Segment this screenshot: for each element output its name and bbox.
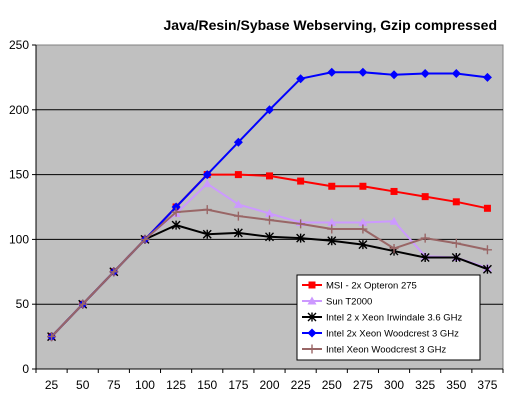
data-point <box>452 198 460 206</box>
data-point <box>202 229 212 239</box>
legend-item: Intel Xeon Woodcrest 3 GHz <box>302 344 446 356</box>
data-point <box>202 179 212 188</box>
data-point <box>328 182 336 190</box>
data-point <box>389 243 399 253</box>
x-tick-label: 175 <box>228 378 248 392</box>
data-point <box>421 193 429 201</box>
x-tick-label: 200 <box>259 378 279 392</box>
x-tick-label: 375 <box>477 378 497 392</box>
data-point <box>202 170 212 180</box>
x-tick-label: 225 <box>291 378 311 392</box>
x-tick-label: 350 <box>446 378 466 392</box>
legend-label: Sun T2000 <box>326 297 372 308</box>
legend-box <box>296 274 481 361</box>
data-point <box>233 228 243 238</box>
legend: MSI - 2x Opteron 275 Sun T2000 Intel 2 x X… <box>296 274 481 361</box>
x-tick-label: 275 <box>353 378 373 392</box>
data-point <box>327 218 337 227</box>
y-tick-label: 200 <box>9 103 29 117</box>
data-point <box>296 74 306 84</box>
legend-label: Intel 2x Xeon Woodcrest 3 GHz <box>326 329 459 340</box>
data-point <box>171 220 181 230</box>
legend-item: Sun T2000 <box>302 296 372 308</box>
data-point <box>266 172 273 180</box>
legend-item: Intel 2x Xeon Woodcrest 3 GHz <box>302 328 459 340</box>
data-point <box>327 236 337 246</box>
legend-label: Intel 2 x Xeon Irwindale 3.6 GHz <box>326 313 462 324</box>
data-point <box>265 215 274 225</box>
data-point <box>265 208 274 217</box>
y-tick-label: 150 <box>9 168 29 182</box>
data-point <box>482 72 492 82</box>
x-tick-label: 25 <box>45 378 59 392</box>
x-tick-label: 125 <box>166 378 186 392</box>
data-point <box>171 202 181 212</box>
y-tick-label: 50 <box>16 297 30 311</box>
legend-marker <box>307 296 317 305</box>
data-point <box>451 69 461 79</box>
data-point <box>482 264 492 274</box>
legend-label: MSI - 2x Opteron 275 <box>326 281 417 292</box>
chart-title: Java/Resin/Sybase Webserving, Gzip compr… <box>163 17 497 33</box>
axes: 0 50 100 150 200 250 25 50 75 100 125 150 175 200 225 2… <box>9 38 504 392</box>
data-point <box>265 105 274 115</box>
legend-marker <box>307 344 317 354</box>
data-point <box>451 253 461 263</box>
data-point <box>483 204 491 212</box>
data-point <box>420 233 430 243</box>
x-tick-label: 50 <box>76 378 90 392</box>
x-tick-label: 300 <box>384 378 404 392</box>
data-point <box>171 207 181 217</box>
data-point <box>47 332 57 342</box>
data-point <box>358 224 368 234</box>
x-tick-label: 250 <box>322 378 342 392</box>
legend-label: Intel Xeon Woodcrest 3 GHz <box>326 345 446 356</box>
data-point <box>202 205 212 215</box>
x-tick-label: 75 <box>107 378 121 392</box>
data-point <box>140 234 150 244</box>
data-point <box>233 137 243 147</box>
legend-marker <box>308 281 316 289</box>
data-point <box>358 67 368 77</box>
data-point <box>389 216 399 225</box>
data-point <box>420 253 430 263</box>
data-point <box>420 69 430 79</box>
data-point <box>451 238 461 248</box>
data-point <box>296 233 306 243</box>
legend-marker <box>307 328 317 338</box>
data-point <box>327 67 337 77</box>
data-point <box>233 211 243 221</box>
x-tick-label: 150 <box>197 378 217 392</box>
data-point <box>78 299 88 309</box>
data-point <box>358 218 368 227</box>
data-point <box>359 182 367 190</box>
data-point <box>233 199 243 208</box>
legend-marker <box>307 312 317 322</box>
y-tick-label: 0 <box>22 362 29 376</box>
legend-item: MSI - 2x Opteron 275 <box>302 281 417 292</box>
data-point <box>482 245 492 255</box>
data-point <box>265 232 274 242</box>
series-5 <box>47 205 492 342</box>
y-tick-label: 100 <box>9 232 29 246</box>
legend-item: Intel 2 x Xeon Irwindale 3.6 GHz <box>302 312 462 324</box>
series-layer <box>47 67 492 342</box>
data-point <box>234 171 242 179</box>
data-point <box>296 219 306 229</box>
data-point <box>390 187 398 195</box>
data-point <box>358 240 368 250</box>
y-tick-label: 250 <box>9 38 29 52</box>
x-tick-label: 325 <box>415 378 435 392</box>
data-point <box>297 177 305 185</box>
x-tick-label: 100 <box>135 378 155 392</box>
data-point <box>389 70 399 80</box>
data-point <box>327 224 337 234</box>
data-point <box>109 267 119 277</box>
